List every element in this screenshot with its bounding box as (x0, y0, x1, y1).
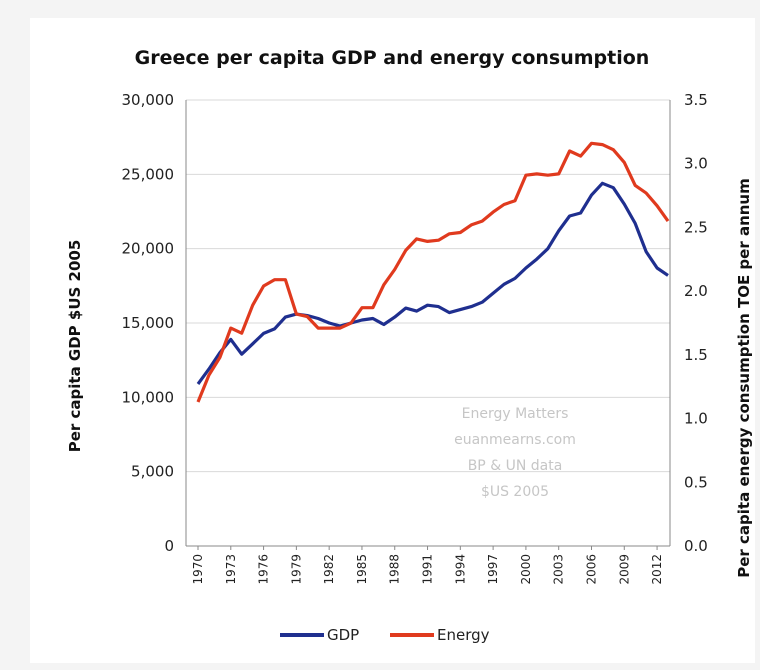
y-tick-right-label: 3.0 (684, 155, 708, 173)
x-tick-label: 1985 (355, 554, 369, 585)
y-axis-left-label: Per capita GDP $US 2005 (66, 240, 84, 453)
y-tick-left-label: 5,000 (131, 463, 174, 481)
annotation-line: Energy Matters (462, 406, 569, 422)
gridlines (186, 99, 670, 473)
x-tick-label: 1970 (191, 554, 205, 585)
y-tick-left-label: 0 (164, 537, 174, 555)
x-tick-label: 1979 (289, 554, 303, 585)
annotation-line: $US 2005 (481, 484, 549, 500)
x-tick-label: 1991 (421, 554, 435, 585)
y-tick-right-label: 1.0 (684, 410, 708, 428)
y-tick-left-label: 25,000 (122, 165, 175, 183)
series-lines (196, 141, 670, 403)
chart-frame: Greece per capita GDP and energy consump… (30, 18, 755, 663)
y-tick-left-label: 15,000 (122, 314, 175, 332)
y-axis-right-ticks: 0.0 0.5 1.0 1.5 2.0 2.5 3.0 3.5 (684, 91, 708, 555)
legend-energy-label: Energy (437, 626, 490, 644)
chart-title: Greece per capita GDP and energy consump… (135, 47, 650, 69)
x-tick-label: 2000 (519, 554, 533, 585)
y-tick-right-label: 1.5 (684, 346, 708, 364)
y-tick-right-label: 0.5 (684, 473, 708, 491)
y-tick-right-label: 3.5 (684, 91, 708, 109)
watermark-annotation: Energy Matters euanmearns.com BP & UN data… (454, 406, 576, 500)
x-tick-label: 1976 (257, 554, 271, 585)
annotation-line: BP & UN data (468, 458, 563, 474)
x-tick-label: 1973 (224, 554, 238, 585)
x-tick-label: 2009 (617, 554, 631, 585)
x-tick-label: 2006 (584, 554, 598, 585)
legend: GDP Energy (280, 626, 490, 644)
annotation-line: euanmearns.com (454, 432, 576, 448)
y-axis-left-ticks: 0 5,000 10,000 15,000 20,000 25,000 30,000 (122, 91, 175, 555)
x-tick-label: 1988 (388, 554, 402, 585)
y-tick-left-label: 30,000 (122, 91, 175, 109)
y-tick-left-label: 10,000 (122, 388, 175, 406)
x-tick-label: 1994 (453, 554, 467, 585)
series-line-energy (196, 141, 670, 403)
y-tick-left-label: 20,000 (122, 240, 175, 258)
y-tick-right-label: 2.0 (684, 282, 708, 300)
legend-gdp-label: GDP (327, 626, 359, 644)
x-tick-label: 2003 (552, 554, 566, 585)
x-tick-label: 2012 (650, 554, 664, 585)
y-tick-right-label: 0.0 (684, 537, 708, 555)
series-line-gdp (196, 181, 669, 385)
x-axis-ticks: 1970 1973 1976 1979 1982 1985 1988 1991 1994 1997… (191, 546, 664, 585)
x-tick-label: 1997 (486, 554, 500, 585)
y-tick-right-label: 2.5 (684, 218, 708, 236)
y-axis-right-label: Per capita energy consumption TOE per an… (735, 178, 753, 578)
chart-svg: Greece per capita GDP and energy consump… (66, 47, 753, 644)
x-tick-label: 1982 (322, 554, 336, 585)
